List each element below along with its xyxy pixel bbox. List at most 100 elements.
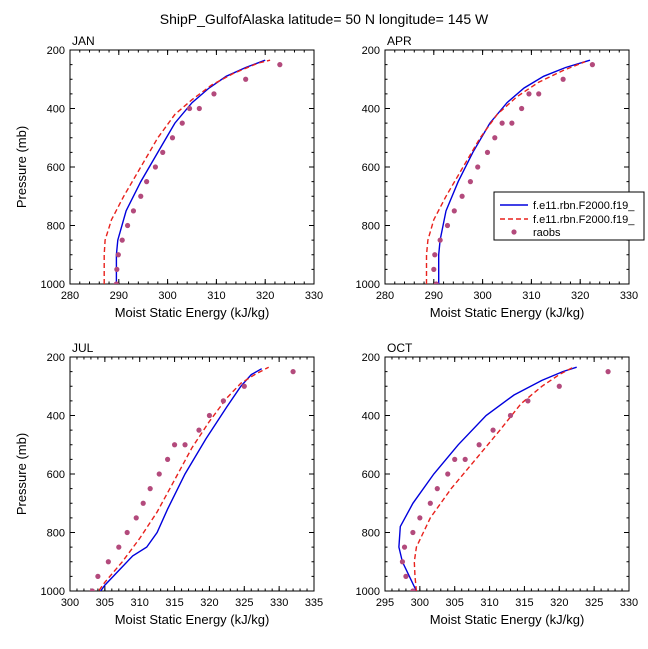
x-tick-label: 300 [473, 290, 491, 302]
legend-box [493, 191, 645, 241]
x-tick-label: 280 [61, 290, 79, 302]
raobs-point [476, 442, 482, 448]
x-tick-label: 320 [200, 597, 218, 609]
raobs-point [427, 500, 433, 506]
raobs-point [105, 559, 111, 565]
x-axis-title: Moist Static Energy (kJ/kg) [115, 305, 270, 320]
y-tick-label: 400 [47, 104, 65, 116]
x-tick-label: 310 [207, 290, 225, 302]
raobs-point [196, 427, 202, 433]
model-2-line [97, 366, 270, 591]
x-tick-label: 320 [550, 597, 568, 609]
panel-title: OCT [387, 341, 413, 355]
y-axis-title: Pressure (mb) [14, 433, 29, 515]
raobs-point [467, 179, 473, 185]
plot-frame [384, 49, 630, 285]
y-tick-label: 800 [47, 528, 65, 540]
legend: f.e11.rbn.F2000.f19_ f.e11.rbn.F2000.f19… [493, 191, 645, 241]
raobs-point [556, 383, 562, 389]
raobs-point [403, 573, 409, 579]
raobs-point [519, 105, 525, 112]
raobs-point [133, 515, 139, 521]
y-tick-label: 800 [362, 221, 380, 233]
raobs-point [290, 369, 296, 375]
raobs-point [179, 120, 185, 126]
plot-area [89, 366, 296, 591]
raobs-point [492, 135, 498, 141]
panel-title: JUL [72, 341, 94, 355]
model-1-line [398, 366, 577, 591]
raobs-point [452, 456, 458, 462]
legend-swatch-raobs [511, 229, 517, 235]
raobs-point [410, 588, 416, 591]
raobs-point [124, 222, 131, 229]
panel-title: APR [387, 34, 412, 48]
plot-frame [69, 49, 315, 285]
x-tick-label: 330 [620, 597, 638, 609]
raobs-point [444, 222, 451, 229]
plot-frame [384, 356, 630, 592]
raobs-point [114, 266, 120, 272]
raobs-point [182, 442, 188, 448]
raobs-point [89, 588, 95, 591]
x-axis-title: Moist Static Energy (kJ/kg) [115, 612, 270, 627]
panel-jan: JAN 280 290 300 310 320 330 200 400 600 800 1000 Moi… [14, 34, 323, 320]
y-axis-title: Pressure (mb) [14, 126, 29, 208]
panel-title: JAN [72, 34, 95, 48]
y-tick-label: 200 [362, 45, 380, 57]
raobs-point [560, 76, 566, 82]
x-tick-label: 280 [376, 290, 394, 302]
x-tick-label: 320 [256, 290, 274, 302]
y-tick-label: 200 [47, 352, 65, 364]
raobs-point [156, 471, 162, 477]
raobs-point [437, 237, 443, 243]
y-tick-label: 400 [362, 104, 380, 116]
model-1-line [115, 59, 266, 284]
x-tick-label: 300 [61, 597, 79, 609]
raobs-point [434, 486, 440, 492]
model-2-line [425, 61, 586, 284]
raobs-point [401, 544, 408, 550]
raobs-point [605, 369, 611, 375]
x-axis-title: Moist Static Energy (kJ/kg) [430, 305, 585, 320]
x-tick-label: 310 [480, 597, 498, 609]
raobs-point [130, 208, 137, 214]
model-2-line [413, 366, 574, 591]
raobs-point [113, 281, 119, 284]
panel-apr: APR 280 290 300 310 320 330 200 400 600 800 1000 Moi… [356, 34, 639, 320]
x-tick-label: 300 [158, 290, 176, 302]
raobs-point [431, 266, 437, 272]
legend-label-model-1: f.e11.rbn.F2000.f19_ [533, 200, 635, 212]
plot-area [398, 366, 611, 591]
raobs-point [206, 412, 213, 419]
raobs-point [220, 398, 226, 404]
raobs-point [451, 208, 457, 214]
raobs-point [410, 529, 416, 536]
x-tick-label: 330 [620, 290, 638, 302]
panel-oct: OCT 295 300 305 310 315 320 325 330 200 400 600 800 1… [356, 341, 639, 627]
raobs-point [589, 62, 596, 68]
raobs-point [196, 105, 202, 112]
raobs-point [140, 500, 146, 506]
main-title: ShipP_GulfofAlaska latitude= 50 N longit… [160, 11, 489, 27]
raobs-point [490, 427, 496, 433]
raobs-point [165, 456, 171, 462]
raobs-point [417, 515, 423, 521]
raobs-point [526, 91, 532, 97]
x-tick-label: 330 [270, 597, 288, 609]
x-tick-label: 310 [131, 597, 149, 609]
y-tick-label: 600 [362, 162, 380, 174]
legend-label-model-2: f.e11.rbn.F2000.f19_ [533, 214, 635, 226]
raobs-point [475, 164, 481, 170]
y-tick-label: 600 [47, 162, 65, 174]
raobs-point [445, 471, 451, 477]
y-tick-label: 400 [362, 411, 380, 423]
raobs-point [152, 164, 158, 170]
y-tick-label: 800 [362, 528, 380, 540]
model-1-line [99, 368, 263, 591]
raobs-point [432, 252, 438, 258]
x-tick-label: 310 [522, 290, 540, 302]
x-tick-label: 315 [515, 597, 533, 609]
raobs-point [507, 412, 514, 419]
